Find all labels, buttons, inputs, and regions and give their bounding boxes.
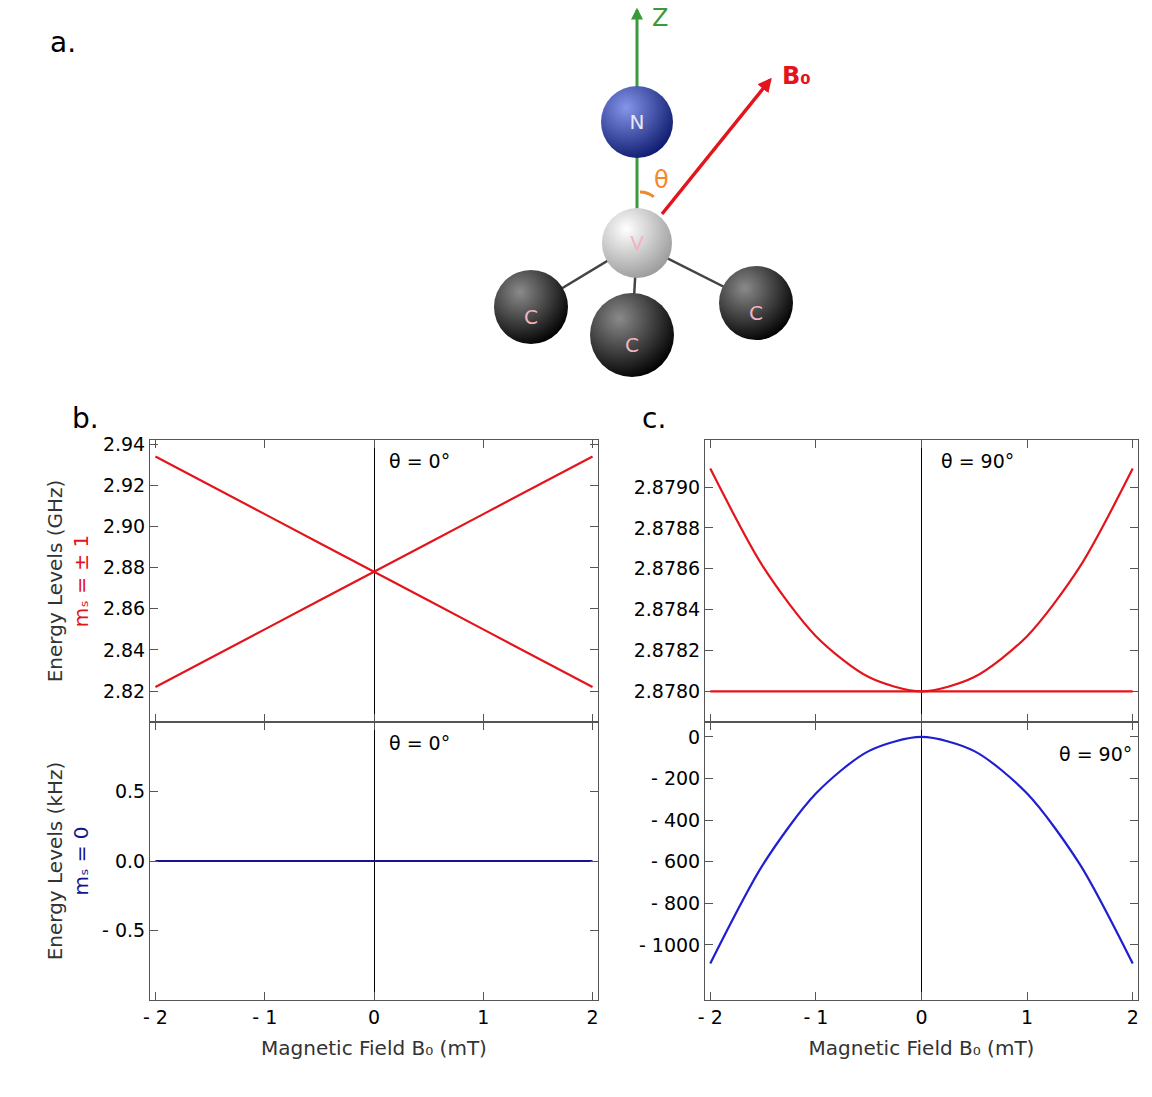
svg-text:N: N bbox=[630, 110, 645, 134]
svg-text:1: 1 bbox=[1021, 1006, 1033, 1028]
svg-text:2: 2 bbox=[586, 1006, 598, 1028]
svg-text:0: 0 bbox=[915, 1006, 927, 1028]
svg-text:c.: c. bbox=[642, 402, 666, 435]
svg-text:- 1000: - 1000 bbox=[639, 934, 700, 956]
svg-text:0.0: 0.0 bbox=[115, 850, 145, 872]
svg-text:2.88: 2.88 bbox=[103, 556, 145, 578]
svg-text:- 2: - 2 bbox=[698, 1006, 723, 1028]
svg-text:0: 0 bbox=[688, 726, 700, 748]
svg-text:Magnetic Field B₀ (mT): Magnetic Field B₀ (mT) bbox=[809, 1036, 1035, 1060]
svg-text:- 1: - 1 bbox=[803, 1006, 828, 1028]
svg-text:2.86: 2.86 bbox=[103, 597, 145, 619]
svg-text:2.90: 2.90 bbox=[103, 515, 145, 537]
svg-text:- 0.5: - 0.5 bbox=[102, 919, 145, 941]
svg-text:Z: Z bbox=[652, 4, 668, 32]
svg-text:2.8788: 2.8788 bbox=[634, 517, 700, 539]
svg-text:Energy Levels (kHz)mₛ = 0: Energy Levels (kHz)mₛ = 0 bbox=[43, 762, 93, 961]
svg-text:a.: a. bbox=[50, 26, 76, 59]
svg-text:- 1: - 1 bbox=[252, 1006, 277, 1028]
svg-text:2: 2 bbox=[1127, 1006, 1139, 1028]
svg-text:2.8780: 2.8780 bbox=[634, 680, 700, 702]
svg-text:B₀: B₀ bbox=[782, 62, 811, 90]
svg-text:2.8782: 2.8782 bbox=[634, 639, 700, 661]
svg-text:C: C bbox=[749, 301, 763, 325]
svg-text:C: C bbox=[524, 305, 538, 329]
svg-text:- 600: - 600 bbox=[651, 850, 700, 872]
svg-text:- 400: - 400 bbox=[651, 809, 700, 831]
svg-text:2.84: 2.84 bbox=[103, 639, 145, 661]
svg-text:0: 0 bbox=[368, 1006, 380, 1028]
svg-text:2.82: 2.82 bbox=[103, 680, 145, 702]
svg-text:- 800: - 800 bbox=[651, 892, 700, 914]
svg-text:2.8790: 2.8790 bbox=[634, 476, 700, 498]
svg-text:θ = 0°: θ = 0° bbox=[389, 450, 450, 472]
svg-text:- 2: - 2 bbox=[143, 1006, 168, 1028]
svg-text:θ = 0°: θ = 0° bbox=[389, 732, 450, 754]
svg-text:2.8784: 2.8784 bbox=[634, 598, 700, 620]
svg-text:2.8786: 2.8786 bbox=[634, 557, 700, 579]
svg-text:θ: θ bbox=[654, 166, 669, 194]
svg-text:1: 1 bbox=[477, 1006, 489, 1028]
svg-text:Magnetic Field B₀ (mT): Magnetic Field B₀ (mT) bbox=[261, 1036, 487, 1060]
svg-text:- 200: - 200 bbox=[651, 767, 700, 789]
svg-text:V: V bbox=[630, 231, 644, 255]
svg-text:C: C bbox=[625, 333, 639, 357]
svg-text:θ = 90°: θ = 90° bbox=[1059, 743, 1132, 765]
svg-text:2.92: 2.92 bbox=[103, 474, 145, 496]
svg-text:b.: b. bbox=[72, 402, 99, 435]
svg-text:2.94: 2.94 bbox=[103, 433, 145, 455]
svg-text:0.5: 0.5 bbox=[115, 780, 145, 802]
svg-text:θ = 90°: θ = 90° bbox=[941, 450, 1014, 472]
svg-text:Energy Levels (GHz)mₛ = ± 1: Energy Levels (GHz)mₛ = ± 1 bbox=[43, 480, 93, 683]
